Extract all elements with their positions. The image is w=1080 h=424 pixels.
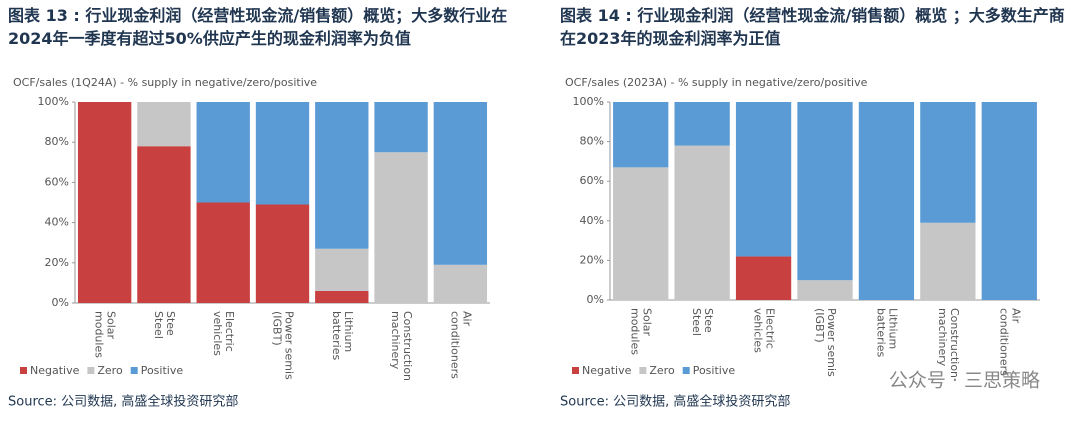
legend-label: Negative [582,364,632,377]
x-tick-label: Constructionmachinery [389,311,414,381]
x-tick-label: Solarmodules [93,311,118,358]
subtitle: OCF/sales (2023A) - % supply in negative… [565,76,868,89]
bar-segment [374,152,428,303]
x-tick-label: Solarmodules [629,308,654,355]
bar-segment [797,280,853,300]
bar-segment [196,102,250,203]
y-tick-label: 20% [580,253,604,266]
bar-segment [920,222,976,300]
y-tick-label: 60% [45,175,69,188]
y-tick-label: 80% [580,135,604,148]
legend-swatch [130,367,138,374]
y-tick-label: 0% [587,293,604,306]
watermark: 公众号 · 三思策略 [889,370,1040,392]
bar-segment [920,102,976,223]
bar-segment [374,102,428,153]
chart-title: 图表 13 : 行业现金利润（经营性现金流/销售额）概览；大多数行业在2024年… [8,6,508,48]
bar-segment [315,248,369,291]
y-tick-label: 40% [45,216,69,229]
bar-segment [77,102,132,303]
legend-swatch [639,367,647,374]
bar-segment [858,102,915,300]
legend-label: Positive [141,364,184,377]
bar-segment [735,256,792,300]
legend-label: Zero [649,364,675,377]
bar-segment [315,290,369,303]
y-tick-label: 100% [38,95,69,108]
bar-segment [196,202,250,303]
bar-segment [255,204,310,303]
chart-title: 图表 14 : 行业现金利润（经营性现金流/销售额）概览 ；大多数生产商在202… [560,6,1065,48]
legend-swatch [682,367,690,374]
bar-segment [433,264,488,303]
x-tick-label: Airconditioners [448,311,473,379]
legend-swatch [572,367,579,374]
bar-segment [797,102,853,281]
y-tick-label: 80% [45,135,69,148]
legend-label: Positive [693,364,736,377]
bar-segment [137,102,191,147]
x-tick-label: SteeSteel [152,311,177,339]
bar-segment [674,102,730,146]
bar-segment [255,102,310,205]
bar-segment [613,167,669,300]
y-tick-label: 40% [580,214,604,227]
bar-segment [981,102,1037,300]
y-tick-label: 0% [52,296,69,309]
x-tick-label: Airconditioners [997,308,1022,376]
bar-segment [137,146,191,303]
subtitle: OCF/sales (1Q24A) - % supply in negative… [13,76,317,89]
y-tick-label: 100% [573,95,604,108]
x-tick-label: Power semis(IGBT) [813,308,838,377]
x-tick-label: Lithiumbatteries [330,311,355,360]
x-tick-label: Electricvehicles [752,308,777,353]
legend-label: Negative [30,364,80,377]
bar-segment [613,102,669,168]
x-tick-label: Power semis(IGBT) [271,311,296,380]
y-tick-label: 60% [580,174,604,187]
x-tick-label: SteeSteel [690,308,715,336]
bar-segment [735,102,792,257]
bar-segment [674,145,730,300]
legend-label: Zero [97,364,123,377]
x-tick-label: Constructionmachinery [936,308,961,378]
bar-segment [315,102,369,249]
x-tick-label: Lithiumbatteries [874,308,899,357]
y-tick-label: 20% [45,256,69,269]
legend-swatch [20,367,27,374]
x-tick-label: Electricvehicles [211,311,236,356]
source: Source: 公司数据, 高盛全球投资研究部 [8,394,238,410]
bar-segment [433,102,488,265]
legend-swatch [87,367,95,374]
source: Source: 公司数据, 高盛全球投资研究部 [560,394,790,410]
